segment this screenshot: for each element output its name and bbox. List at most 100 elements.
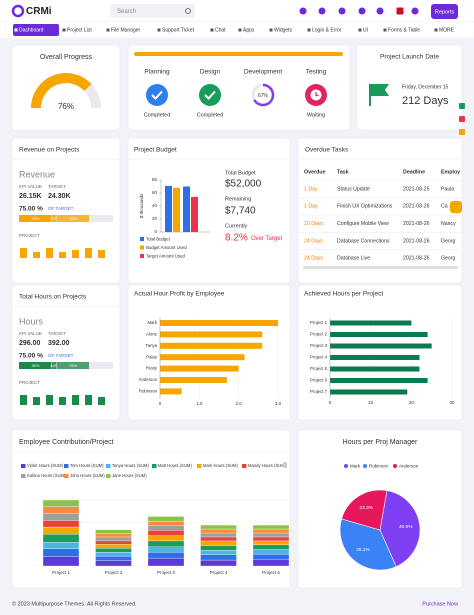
header-icon[interactable] — [358, 7, 366, 15]
legend-scroll — [283, 462, 287, 468]
stage-icon — [146, 84, 168, 106]
x-tick-label: 1.0 — [196, 401, 203, 406]
legend-swatch — [21, 464, 26, 468]
x-tick-label: Project 2 — [105, 570, 123, 575]
bar-segment — [147, 530, 185, 536]
legend-swatch — [363, 464, 367, 468]
nav-icon — [238, 28, 242, 32]
card — [11, 44, 121, 131]
x-tick-label: Project 3 — [157, 570, 175, 575]
nav-item[interactable]: Dashboard — [19, 28, 44, 34]
bar — [330, 355, 420, 360]
nav-item[interactable]: Chat — [215, 28, 226, 34]
launch-date: Friday, December 15 — [402, 84, 449, 90]
side-icon[interactable] — [459, 116, 465, 122]
target-value: 392.00 — [48, 340, 70, 347]
table-header: Deadline — [403, 169, 425, 175]
nav-item[interactable]: MORE — [439, 28, 455, 34]
table-cell: Database Connections — [337, 238, 390, 244]
kpi-value: 296.00 — [19, 340, 41, 347]
table-cell: 24 Days — [304, 238, 323, 244]
table-cell: Nancy — [441, 221, 456, 227]
y-tick-label: Project 3 — [310, 343, 328, 348]
stage-name: Design — [200, 69, 221, 76]
settings-button[interactable] — [450, 201, 462, 213]
header-icon[interactable] — [411, 7, 419, 15]
bar-segment — [252, 553, 290, 560]
x-tick-label: 10 — [368, 400, 374, 405]
nav-icon — [14, 28, 18, 32]
header-icon[interactable] — [318, 7, 326, 15]
card — [297, 137, 463, 284]
bar-segment — [200, 559, 237, 567]
table-header: Overdue — [304, 169, 326, 175]
y-tick-label: Project 5 — [310, 366, 328, 371]
nav-item[interactable]: Support Ticket — [162, 28, 195, 34]
y-tick-label: 0 — [154, 229, 157, 234]
nav-item[interactable]: File Manager — [111, 28, 141, 34]
stage-name: Testing — [306, 69, 327, 76]
nav-bar — [0, 21, 474, 39]
nav-icon — [106, 28, 110, 32]
nav-item[interactable]: Login & Error — [312, 28, 342, 34]
footer-link[interactable]: Purchase Now — [422, 601, 458, 607]
nav-item[interactable]: Forms & Table — [388, 28, 420, 34]
card-title: Project Launch Date — [380, 54, 439, 61]
table-cell: 2021-08-26 — [403, 204, 430, 210]
bar-segment — [95, 540, 132, 545]
nav-item[interactable]: Apps — [243, 28, 255, 34]
reports-label[interactable]: Reports — [435, 9, 455, 15]
bar-segment — [200, 528, 237, 534]
table-cell: 1 Day — [304, 204, 318, 210]
nav-icon — [157, 28, 161, 32]
table: Overdue Task Deadline Employ 1 Day Status Upd… — [300, 169, 462, 262]
header-icon[interactable] — [396, 7, 404, 15]
nav-item[interactable]: UI — [363, 28, 368, 34]
search-box[interactable] — [110, 4, 195, 18]
launch-days: 212 Days — [402, 95, 449, 107]
y-tick-label: Anderson — [139, 377, 158, 382]
bar-segment — [200, 524, 237, 530]
nav-active[interactable] — [13, 24, 59, 36]
legend-swatch — [197, 464, 202, 468]
legend-label: Robinson — [369, 463, 389, 468]
legend-label: Target Amount Used — [146, 253, 186, 258]
x-tick-label: 20 — [409, 400, 415, 405]
stage-icon — [199, 84, 221, 106]
bar — [160, 342, 263, 349]
nav-item[interactable]: Project List — [67, 28, 92, 34]
side-icon[interactable] — [459, 129, 465, 135]
y-tick-label: Mark — [147, 320, 157, 325]
bar-segment — [95, 533, 132, 538]
target-value: 24.30K — [48, 193, 71, 200]
reports-button[interactable] — [431, 4, 458, 19]
legend-swatch — [140, 254, 144, 258]
label: KPI VALUE — [19, 331, 42, 336]
bar — [160, 365, 239, 372]
card-title: Revenue on Projects — [19, 147, 80, 154]
side-icon[interactable] — [459, 103, 465, 109]
label: PROJECT — [19, 380, 40, 385]
card-title: Employee Contribution/Project — [19, 439, 114, 446]
budget-remaining: $7,740 — [225, 206, 256, 217]
pie-label: 40.6% — [399, 524, 413, 530]
card — [356, 44, 463, 131]
project-bar — [72, 395, 79, 405]
legend-swatch — [106, 474, 111, 478]
project-bar — [33, 252, 40, 258]
header-icon[interactable] — [299, 7, 307, 15]
nav-icon — [210, 28, 214, 32]
bar-segment — [147, 520, 185, 526]
label: Over Target — [251, 236, 283, 242]
bar-segment — [95, 560, 132, 567]
header-icon[interactable] — [338, 7, 346, 15]
bar-segment — [42, 499, 80, 507]
bar-segment — [147, 516, 185, 522]
ring-label: 67% — [258, 93, 269, 99]
nav-icon — [269, 28, 273, 32]
bar-segment — [252, 524, 290, 530]
nav-item[interactable]: Widgets — [274, 28, 293, 34]
header-icon[interactable] — [376, 7, 384, 15]
